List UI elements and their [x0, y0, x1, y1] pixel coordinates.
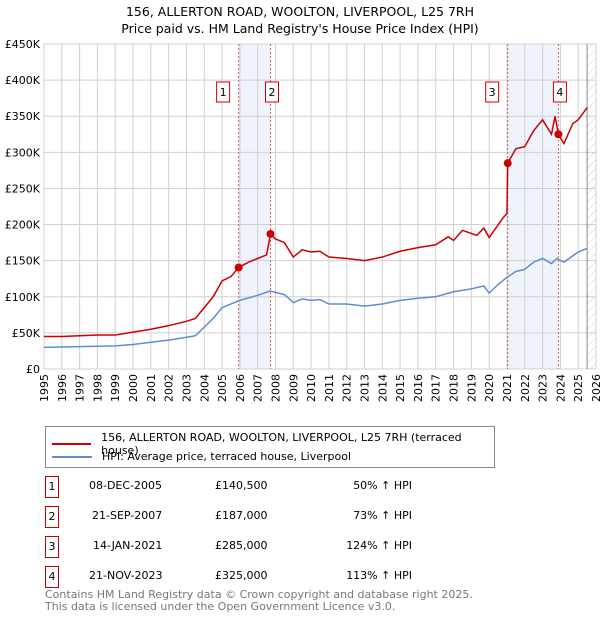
x-tick-label: 2002	[163, 374, 176, 402]
y-tick-label: £100K	[5, 291, 41, 304]
sale-label-3: 3	[489, 86, 496, 99]
x-tick-label: 2000	[127, 374, 140, 402]
x-tick-label: 1997	[74, 374, 87, 402]
y-tick-label: £450K	[5, 38, 41, 51]
x-tick-label: 2023	[537, 374, 550, 402]
property-price-line	[44, 107, 588, 338]
y-tick-label: £400K	[5, 74, 41, 87]
sale-number-badge: 1	[45, 476, 59, 498]
sale-date: 14-JAN-2021	[93, 539, 163, 552]
x-tick-label: 2013	[359, 374, 372, 402]
sale-label-1: 1	[220, 86, 227, 99]
x-tick-label: 2009	[287, 374, 300, 402]
x-tick-label: 2024	[554, 374, 567, 402]
y-tick-label: £50K	[12, 327, 41, 340]
sale-point-4	[554, 130, 563, 139]
x-tick-label: 2004	[198, 374, 211, 402]
x-tick-label: 2021	[501, 374, 514, 402]
x-tick-label: 2015	[394, 374, 407, 402]
hpi-line	[43, 247, 588, 349]
x-tick-label: 2011	[323, 374, 336, 402]
x-tick-label: 2018	[448, 374, 461, 402]
y-tick-label: £250K	[5, 182, 41, 195]
x-tick-label: 2016	[412, 374, 425, 402]
sale-hpi-change: 50% ↑ HPI	[353, 479, 412, 492]
x-tick-label: 2008	[269, 374, 282, 402]
legend: 156, ALLERTON ROAD, WOOLTON, LIVERPOOL, …	[45, 426, 495, 468]
x-tick-label: 2019	[465, 374, 478, 402]
sale-number-badge: 2	[45, 506, 59, 528]
price-chart: 1995 1996 1997 1998 1999 2000 2001 2002 2003 2004…	[5, 38, 600, 402]
sale-label-box-4	[552, 81, 567, 103]
x-tick-label: 1996	[56, 374, 69, 402]
sale-number-badge: 4	[45, 566, 59, 588]
shaded-period-2	[507, 44, 559, 369]
sale-label-4: 4	[556, 86, 563, 99]
x-tick-label: 2012	[341, 374, 354, 402]
y-tick-label: £350K	[5, 110, 41, 123]
x-tick-label: 2007	[252, 374, 265, 402]
x-tick-label: 2026	[590, 374, 600, 402]
chart-title: 156, ALLERTON ROAD, WOOLTON, LIVERPOOL, …	[125, 4, 475, 19]
sale-hpi-change: 124% ↑ HPI	[346, 539, 412, 552]
legend-label-property: 156, ALLERTON ROAD, WOOLTON, LIVERPOOL, …	[101, 431, 462, 457]
y-tick-label: £200K	[5, 219, 41, 232]
forecast-hatch	[587, 44, 596, 369]
y-tick-label: £150K	[5, 255, 41, 268]
x-tick-label: 2014	[376, 374, 389, 402]
sale-date: 21-NOV-2023	[89, 569, 163, 582]
sale-point-2	[266, 229, 275, 238]
x-tick-label: 2010	[305, 374, 318, 402]
sale-point-3	[503, 159, 512, 168]
sale-price: £187,000	[215, 509, 268, 522]
sale-label-box-3	[485, 81, 500, 103]
x-tick-label: 2003	[180, 374, 193, 402]
footer: Contains HM Land Registry data © Crown c…	[45, 589, 473, 613]
y-tick-label: £300K	[5, 146, 41, 159]
legend-label-hpi: HPI: Average price, terraced house, Live…	[102, 450, 352, 463]
sale-price: £325,000	[215, 569, 268, 582]
footer-line-2: This data is licensed under the Open Gov…	[45, 600, 396, 613]
footer-line-1: Contains HM Land Registry data © Crown c…	[45, 588, 473, 601]
x-tick-label: 2006	[234, 374, 247, 402]
x-tick-label: 2017	[430, 374, 443, 402]
sale-point-1	[234, 263, 243, 272]
x-tick-label: 1999	[109, 374, 122, 402]
sale-hpi-change: 113% ↑ HPI	[346, 569, 412, 582]
sale-price: £285,000	[215, 539, 268, 552]
sale-number-badge: 3	[45, 536, 59, 558]
sale-label-box-2	[264, 81, 279, 103]
sale-label-2: 2	[268, 86, 275, 99]
x-tick-label: 2020	[483, 374, 496, 402]
legend-blue-line	[52, 455, 92, 458]
y-tick-label: £0	[26, 363, 40, 376]
sale-label-box-1	[216, 81, 231, 103]
x-tick-label: 2001	[145, 374, 158, 402]
x-tick-label: 1998	[91, 374, 104, 402]
x-tick-label: 2022	[519, 374, 532, 402]
x-tick-label: 2025	[572, 374, 585, 402]
legend-red-line	[52, 443, 92, 445]
x-tick-label: 2005	[216, 374, 229, 402]
sale-price: £140,500	[215, 479, 268, 492]
sale-date: 08-DEC-2005	[89, 479, 163, 492]
sale-hpi-change: 73% ↑ HPI	[353, 509, 412, 522]
sale-date: 21-SEP-2007	[92, 509, 163, 522]
x-tick-label: 1995	[38, 374, 51, 402]
chart-subtitle: Price paid vs. HM Land Registry's House …	[121, 21, 479, 36]
